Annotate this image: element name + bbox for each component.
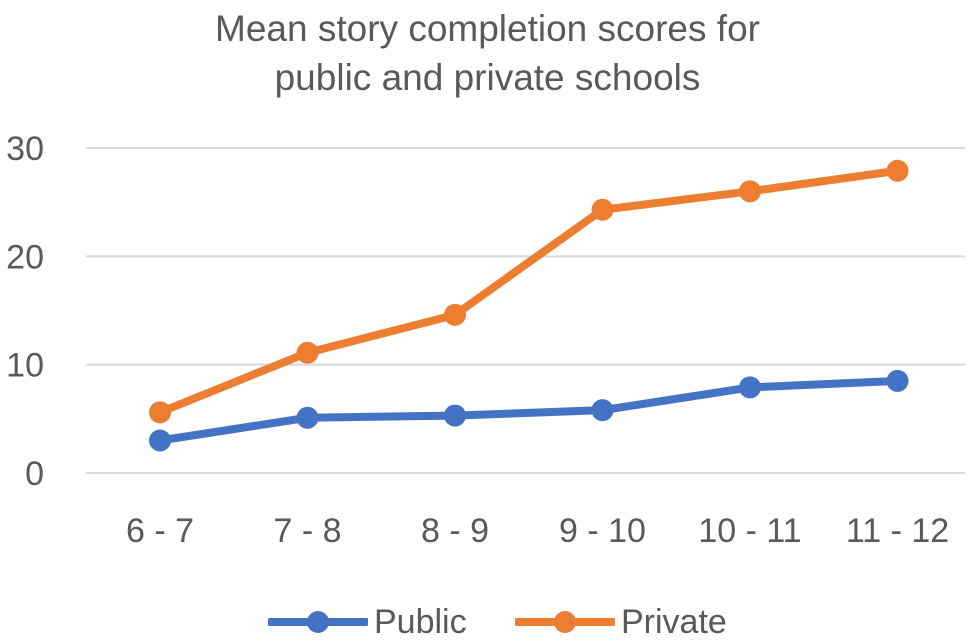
data-point-private[interactable] (296, 341, 319, 364)
data-point-private[interactable] (739, 180, 761, 203)
series-line-public (156, 376, 902, 445)
chart-title-line-1: Mean story completion scores for (215, 8, 760, 49)
legend-label-private: Private (621, 603, 727, 641)
x-tick-label: 10 - 11 (698, 512, 801, 550)
y-tick-label: 0 (25, 455, 44, 493)
legend-label-public: Public (374, 603, 467, 641)
x-tick-label: 11 - 12 (846, 512, 949, 550)
data-point-private[interactable] (886, 159, 909, 182)
x-tick-label: 9 - 10 (559, 512, 646, 550)
legend-swatch-public (268, 611, 368, 633)
legend-swatch-private (515, 611, 615, 633)
legend: Public Private (0, 596, 975, 644)
y-tick-label: 30 (6, 130, 44, 168)
series-public (149, 369, 909, 452)
chart-title: Mean story completion scores for public … (0, 4, 975, 102)
line-chart: 0 10 20 30 6 - 7 7 - 8 8 - 9 9 - 10 10 - 11 11 -… (6, 130, 965, 550)
x-tick-label: 6 - 7 (126, 512, 194, 550)
data-point-public[interactable] (886, 369, 909, 392)
x-tick-label: 7 - 8 (273, 512, 341, 550)
data-point-private[interactable] (591, 198, 614, 221)
gridlines (86, 147, 965, 474)
data-point-private[interactable] (444, 303, 466, 326)
y-tick-label: 20 (6, 238, 44, 276)
data-point-public[interactable] (739, 376, 761, 399)
data-point-public[interactable] (591, 399, 614, 422)
chart-title-line-2: public and private schools (274, 57, 701, 98)
data-point-public[interactable] (444, 404, 466, 427)
x-tick-label: 8 - 9 (421, 512, 489, 550)
data-point-public[interactable] (296, 406, 319, 429)
data-point-public[interactable] (149, 429, 171, 452)
series-line-private (156, 166, 902, 417)
series-private (149, 159, 909, 424)
y-tick-label: 10 (6, 347, 44, 385)
series-group (149, 159, 909, 452)
x-axis-ticks: 6 - 7 7 - 8 8 - 9 9 - 10 10 - 11 11 - 12 (126, 512, 949, 550)
data-point-private[interactable] (149, 401, 171, 424)
y-axis-ticks: 0 10 20 30 (6, 130, 44, 493)
